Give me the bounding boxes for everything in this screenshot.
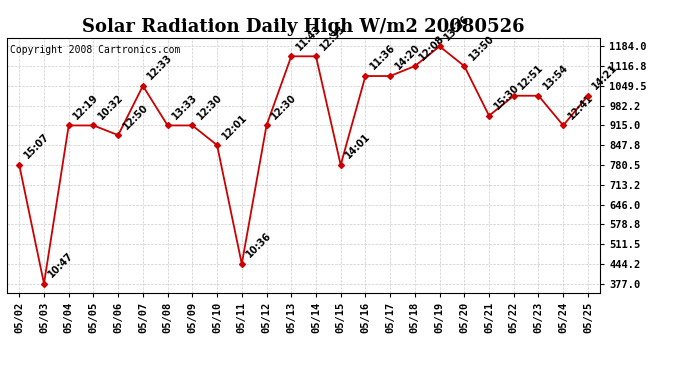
Text: 12:51: 12:51 (517, 63, 546, 92)
Text: 12:33: 12:33 (146, 53, 175, 82)
Title: Solar Radiation Daily High W/m2 20080526: Solar Radiation Daily High W/m2 20080526 (82, 18, 525, 36)
Text: 14:01: 14:01 (344, 132, 373, 161)
Text: 11:43: 11:43 (294, 23, 323, 52)
Text: 12:30: 12:30 (195, 92, 224, 121)
Text: 13:50: 13:50 (467, 33, 496, 62)
Text: 12:30: 12:30 (269, 92, 298, 121)
Text: 10:32: 10:32 (96, 92, 125, 121)
Text: 10:36: 10:36 (244, 231, 273, 260)
Text: 13:54: 13:54 (541, 63, 570, 92)
Text: 12:19: 12:19 (72, 92, 101, 121)
Text: 10:47: 10:47 (47, 251, 76, 279)
Text: 12:41: 12:41 (566, 92, 595, 121)
Text: 13:36: 13:36 (442, 13, 471, 42)
Text: 14:21: 14:21 (591, 63, 620, 92)
Text: 12:08: 12:08 (417, 33, 446, 62)
Text: 15:07: 15:07 (22, 132, 51, 161)
Text: 12:50: 12:50 (121, 102, 150, 131)
Text: 14:20: 14:20 (393, 43, 422, 72)
Text: 13:33: 13:33 (170, 92, 199, 121)
Text: 12:01: 12:01 (220, 112, 249, 141)
Text: 15:30: 15:30 (492, 82, 521, 112)
Text: Copyright 2008 Cartronics.com: Copyright 2008 Cartronics.com (10, 45, 180, 55)
Text: 12:33: 12:33 (319, 23, 348, 52)
Text: 11:36: 11:36 (368, 43, 397, 72)
